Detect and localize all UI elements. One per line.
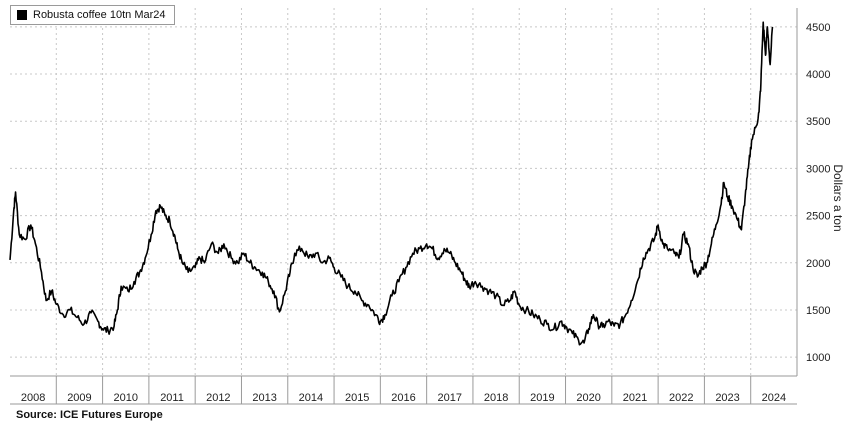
series-line-0 (9, 21, 774, 346)
x-tick-label: 2015 (345, 392, 369, 404)
source-note: Source: ICE Futures Europe (16, 409, 163, 421)
x-tick-label: 2010 (113, 392, 137, 404)
y-tick-labels: 1000 1500 2000 2500 3000 3500 4000 4500 (806, 22, 830, 364)
series-group (9, 21, 774, 346)
x-tick-labels: 2008 2009 2010 2011 2012 2013 2014 2015 2016 2017… (21, 392, 786, 404)
legend-label: Robusta coffee 10tn Mar24 (33, 9, 166, 21)
y-tick-label: 2000 (806, 258, 830, 270)
x-tick-label: 2014 (299, 392, 323, 404)
x-tick-label: 2021 (623, 392, 647, 404)
x-tick-label: 2011 (160, 392, 184, 404)
y-tick-label: 1000 (806, 352, 830, 364)
y-tick-label: 4500 (806, 22, 830, 34)
y-axis-title: Dollars a ton (831, 164, 845, 232)
x-tick-label: 2022 (669, 392, 693, 404)
y-tick-label: 4000 (806, 69, 830, 81)
y-tick-label: 2500 (806, 211, 830, 223)
y-tick-label: 3000 (806, 163, 830, 175)
x-tick-label: 2017 (438, 392, 462, 404)
x-tick-label: 2008 (21, 392, 45, 404)
grid-lines (10, 8, 797, 376)
y-tick-label: 3500 (806, 116, 830, 128)
x-tick-label: 2013 (252, 392, 276, 404)
y-tick-label: 1500 (806, 305, 830, 317)
axes (10, 8, 798, 405)
legend-swatch (17, 10, 27, 20)
x-tick-label: 2009 (67, 392, 91, 404)
x-tick-label: 2020 (576, 392, 600, 404)
x-tick-label: 2019 (530, 392, 554, 404)
legend: Robusta coffee 10tn Mar24 (10, 5, 175, 25)
x-tick-label: 2016 (391, 392, 415, 404)
x-tick-label: 2024 (762, 392, 786, 404)
x-tick-label: 2023 (715, 392, 739, 404)
x-tick-label: 2012 (206, 392, 230, 404)
x-tick-label: 2018 (484, 392, 508, 404)
